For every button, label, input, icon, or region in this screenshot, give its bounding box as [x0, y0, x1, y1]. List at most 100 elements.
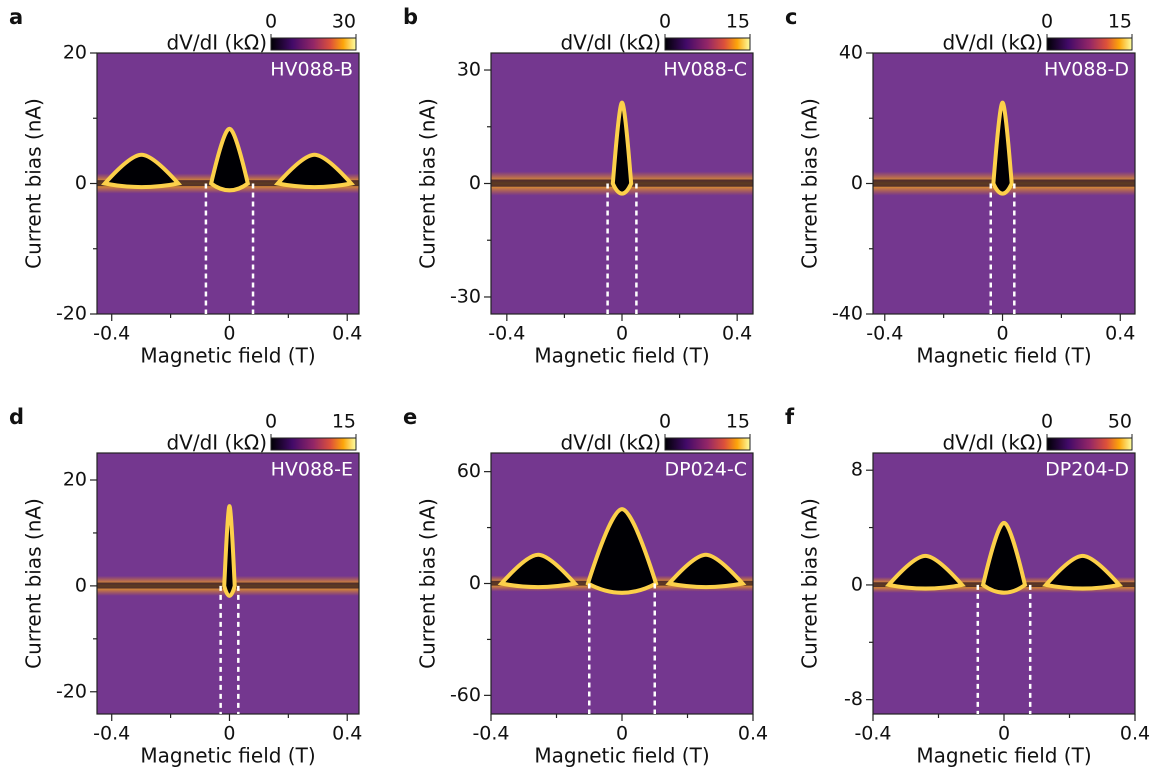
y-tick-label: -40 [832, 303, 863, 325]
heatmap-side [273, 152, 355, 190]
panel: -40 0 40 -0.4 0 0.4 Magnetic field (T) Current … [785, 5, 1136, 368]
y-tick-label: -20 [56, 303, 87, 325]
colorbar-label: dV/dI (kΩ) [166, 431, 267, 455]
device-label: HV088-E [271, 459, 353, 481]
x-axis-label: Magnetic field (T) [916, 744, 1091, 768]
colorbar [664, 437, 751, 451]
x-tick-label: 0.4 [1105, 323, 1135, 345]
colorbar-tick-label: 0 [659, 411, 671, 433]
colorbar-tick-label: 15 [726, 11, 750, 33]
x-tick-label: -0.4 [866, 323, 903, 345]
heatmap-peak [991, 100, 1014, 196]
y-tick-label: -30 [450, 285, 481, 307]
y-tick-label: 40 [839, 42, 863, 64]
panel-letter: b [403, 5, 418, 29]
x-axis-label: Magnetic field (T) [916, 344, 1091, 368]
x-tick-label: 0 [223, 723, 235, 745]
panel: -20 0 20 -0.4 0 0.4 Magnetic field (T) Current … [9, 405, 362, 768]
x-tick-label: 0 [996, 323, 1008, 345]
colorbar [270, 37, 357, 51]
colorbar-tick-label: 30 [332, 11, 356, 33]
heatmap-peak [222, 504, 237, 598]
heatmap-side [884, 553, 966, 591]
device-label: HV088-B [270, 59, 353, 81]
panel-letter: e [403, 405, 417, 429]
colorbar-label: dV/dI (kΩ) [560, 31, 661, 55]
y-tick-label: 0 [851, 172, 863, 194]
panel-letter: d [9, 405, 24, 429]
y-axis-label: Current bias (nA) [798, 98, 822, 269]
plot-frame [96, 452, 360, 715]
device-label: DP204-D [1045, 459, 1129, 481]
panel: -60 0 60 -0.4 0 0.4 Magnetic field (T) Current … [403, 405, 768, 768]
panel: -20 0 20 -0.4 0 0.4 Magnetic field (T) Current … [9, 5, 362, 368]
heatmap-side [101, 152, 183, 190]
panel: -30 0 30 -0.4 0 0.4 Magnetic field (T) Current … [403, 5, 754, 368]
x-axis-label: Magnetic field (T) [534, 744, 709, 768]
heatmap-peak [610, 100, 634, 196]
panel-letter: a [9, 5, 23, 29]
colorbar-tick-label: 0 [1041, 411, 1053, 433]
y-tick-label: 20 [63, 42, 87, 64]
y-tick-label: 0 [75, 172, 87, 194]
x-axis-label: Magnetic field (T) [140, 344, 315, 368]
x-tick-label: 0.4 [1120, 723, 1150, 745]
x-tick-label: -0.4 [472, 723, 509, 745]
y-tick-label: 30 [457, 59, 481, 81]
panel: -8 0 8 -0.4 0 0.4 Magnetic field (T) Current bi… [785, 405, 1150, 768]
colorbar [1046, 437, 1133, 451]
colorbar-label: dV/dI (kΩ) [166, 31, 267, 55]
panel-letter: f [785, 405, 795, 429]
panel-letter: c [785, 5, 797, 29]
y-axis-label: Current bias (nA) [798, 498, 822, 669]
y-tick-label: -20 [56, 680, 87, 702]
device-label: HV088-C [663, 59, 747, 81]
colorbar [664, 37, 751, 51]
colorbar-label: dV/dI (kΩ) [560, 431, 661, 455]
x-axis-label: Magnetic field (T) [140, 744, 315, 768]
x-tick-label: 0 [223, 323, 235, 345]
y-axis-label: Current bias (nA) [22, 498, 46, 669]
heatmap-side [497, 552, 579, 590]
x-tick-label: -0.4 [93, 323, 130, 345]
x-tick-label: -0.4 [93, 723, 130, 745]
colorbar-tick-label: 0 [659, 11, 671, 33]
colorbar-tick-label: 15 [726, 411, 750, 433]
y-axis-label: Current bias (nA) [22, 98, 46, 269]
y-tick-label: 0 [469, 572, 481, 594]
y-tick-label: 20 [63, 469, 87, 491]
y-axis-label: Current bias (nA) [416, 498, 440, 669]
colorbar-tick-label: 0 [1041, 11, 1053, 33]
colorbar-tick-label: 15 [1108, 11, 1132, 33]
colorbar-label: dV/dI (kΩ) [942, 31, 1043, 55]
colorbar [270, 437, 357, 451]
colorbar [1046, 37, 1133, 51]
heatmap-side [665, 552, 747, 590]
x-tick-label: 0 [616, 323, 628, 345]
y-tick-label: 8 [851, 459, 863, 481]
y-tick-label: -8 [844, 688, 863, 710]
colorbar-tick-label: 0 [265, 411, 277, 433]
device-label: DP024-C [665, 459, 747, 481]
x-tick-label: -0.4 [854, 723, 891, 745]
heatmap-peak [585, 507, 659, 595]
heatmap-peak [980, 520, 1028, 595]
x-tick-label: -0.4 [488, 323, 525, 345]
y-axis-label: Current bias (nA) [416, 98, 440, 269]
y-tick-label: 0 [469, 172, 481, 194]
y-tick-label: 0 [75, 574, 87, 596]
colorbar-tick-label: 15 [332, 411, 356, 433]
colorbar-label: dV/dI (kΩ) [942, 431, 1043, 455]
y-tick-label: 60 [457, 460, 481, 482]
x-tick-label: 0.4 [738, 723, 768, 745]
y-tick-label: 0 [851, 573, 863, 595]
x-axis-label: Magnetic field (T) [534, 344, 709, 368]
device-label: HV088-D [1044, 59, 1129, 81]
x-tick-label: 0 [616, 723, 628, 745]
colorbar-tick-label: 50 [1108, 411, 1132, 433]
heatmap-side [1042, 553, 1124, 591]
heatmap-peak [208, 126, 251, 193]
x-tick-label: 0.4 [332, 323, 362, 345]
x-tick-label: 0.4 [332, 723, 362, 745]
